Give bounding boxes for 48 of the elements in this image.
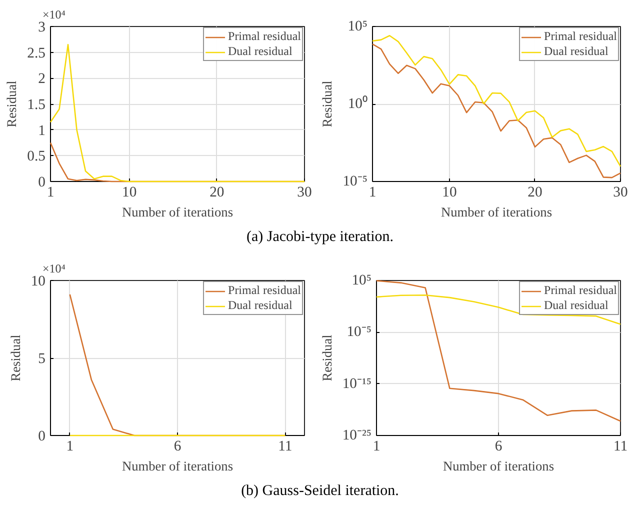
x-tick-label: 11 [278, 438, 292, 454]
y-tick-label: 10⁻⁵ [346, 324, 372, 340]
legend-label: Primal residual [544, 29, 617, 44]
legend-label: Dual residual [544, 44, 608, 59]
y-tick-label: 1.5 [27, 97, 46, 113]
y-tick-label: 10⁻²⁵ [342, 428, 372, 444]
x-tick-label: 20 [528, 184, 542, 200]
y-tick-label: 0 [38, 174, 46, 190]
x-tick-label: 6 [174, 438, 182, 454]
legend-label: Primal residual [544, 283, 617, 298]
y-axis-title: Residual [320, 80, 335, 128]
x-tick-label: 30 [613, 184, 628, 200]
x-tick-label: 6 [494, 438, 502, 454]
legend-label: Primal residual [228, 29, 301, 44]
y-tick-label: 5 [38, 351, 46, 367]
legend-label: Dual residual [228, 44, 292, 59]
legend-label: Primal residual [228, 283, 301, 298]
y-tick-label: 0.5 [27, 148, 46, 165]
legend-label: Dual residual [228, 298, 292, 313]
y-tick-label: 10⁻¹⁵ [342, 376, 372, 392]
x-axis-title: Number of iterations [122, 204, 234, 220]
x-axis-title: Number of iterations [440, 204, 552, 220]
y-tick-label: 2 [38, 71, 46, 88]
y-tick-label: 10⁰ [348, 95, 368, 112]
x-tick-label: 10 [442, 184, 457, 200]
y-tick-label: 3 [38, 20, 46, 36]
x-tick-label: 1 [66, 438, 74, 454]
text: ×10⁴ [42, 262, 66, 276]
legend-label: Dual residual [544, 298, 608, 313]
x-axis-title: Number of iterations [122, 458, 234, 474]
x-tick-label: 20 [210, 184, 224, 200]
y-tick-label: 10⁻⁵ [342, 174, 368, 190]
y-tick-label: 10⁵ [352, 272, 372, 288]
y-tick-label: 10⁵ [348, 18, 368, 34]
y-tick-label: 0 [38, 428, 46, 444]
y-tick-label: 10 [30, 274, 46, 290]
text: (a) Jacobi-type iteration. [246, 228, 394, 247]
x-tick-label: 11 [613, 438, 628, 454]
x-tick-label: 10 [122, 184, 137, 200]
y-axis-title: Residual [4, 80, 20, 128]
y-axis-title: Residual [319, 334, 334, 382]
x-axis-title: Number of iterations [442, 458, 554, 474]
x-tick-label: 30 [297, 184, 312, 200]
text: (b) Gauss-Seidel iteration. [241, 482, 399, 501]
y-tick-label: 1 [38, 122, 46, 139]
text: ×10⁴ [42, 8, 66, 22]
y-tick-label: 2.5 [27, 45, 46, 62]
y-axis-title: Residual [8, 334, 23, 382]
